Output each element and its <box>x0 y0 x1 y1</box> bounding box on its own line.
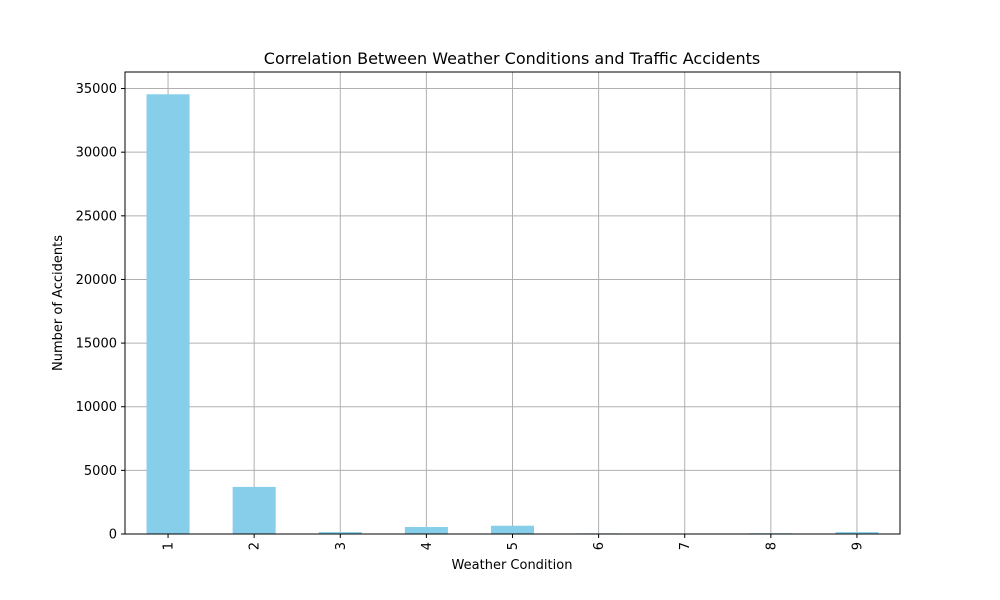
y-axis-label: Number of Accidents <box>51 235 66 371</box>
bar-3 <box>318 532 362 534</box>
bar-9 <box>835 532 879 534</box>
grid-layer <box>125 72 900 535</box>
x-tick-label: 5 <box>506 542 521 550</box>
y-tick-label: 15000 <box>76 337 117 352</box>
y-tick-label: 20000 <box>76 273 117 288</box>
x-axis-label: Weather Condition <box>452 558 573 573</box>
bar-2 <box>232 486 276 534</box>
x-tick-label: 9 <box>850 542 865 550</box>
bars-layer <box>146 94 879 534</box>
y-tick-label: 0 <box>109 528 117 543</box>
y-tick-label: 25000 <box>76 209 117 224</box>
x-tick-label: 7 <box>678 542 693 550</box>
x-tick-label: 1 <box>162 542 177 550</box>
x-tick-label: 4 <box>420 542 435 550</box>
bar-4 <box>404 527 448 534</box>
x-tick-label: 8 <box>764 542 779 550</box>
y-tick-label: 5000 <box>84 464 117 479</box>
y-tick-label: 10000 <box>76 400 117 415</box>
bar-5 <box>490 525 535 534</box>
bar-1 <box>146 94 190 534</box>
x-tick-label: 6 <box>592 542 607 550</box>
ticks-layer: 0 5000 10000 15000 20000 25000 30000 35000 1 2 3 4 5… <box>76 82 866 550</box>
x-tick-label: 3 <box>334 542 349 550</box>
x-tick-label: 2 <box>248 542 263 550</box>
y-tick-label: 35000 <box>76 82 117 97</box>
y-tick-label: 30000 <box>76 146 117 161</box>
chart-title: Correlation Between Weather Conditions a… <box>264 49 760 68</box>
